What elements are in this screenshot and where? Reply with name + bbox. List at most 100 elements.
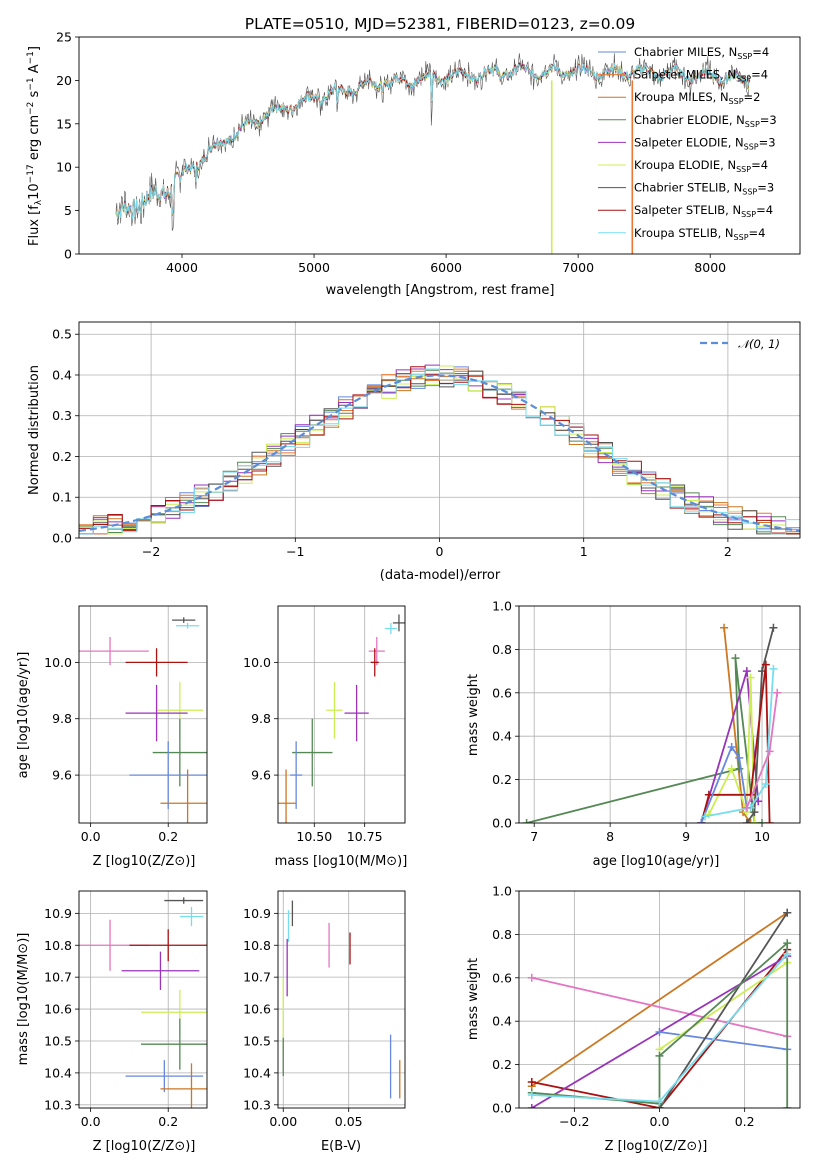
weight_vs_age-marker bbox=[761, 660, 770, 669]
weight_vs_age-axes: 7 8 9 10 0.0 0.2 0.4 0.6 0.8 1.0 bbox=[492, 599, 801, 844]
residuals-xtick-label: −1 bbox=[286, 544, 304, 559]
weight_vs_Z-line-pink bbox=[531, 976, 788, 1038]
weight_vs_age-ytick-label: 1.0 bbox=[492, 599, 512, 614]
weight_vs_age-marker bbox=[765, 747, 774, 756]
mass_vs_EBV-ytick-label: 10.4 bbox=[243, 1065, 271, 1080]
residuals-xtick-label: 0 bbox=[436, 544, 444, 559]
spectrum-ytick-label: 5 bbox=[64, 203, 72, 218]
weight_vs_Z-ytick-label: 0.2 bbox=[492, 1057, 512, 1072]
weight_vs_age-marker bbox=[769, 664, 778, 673]
mass_vs_EBV-ytick-label: 10.8 bbox=[243, 938, 271, 953]
weight_vs_Z-axes: −0.2 0.0 0.2 0.0 0.2 0.4 0.6 0.8 1.0 bbox=[492, 884, 801, 1129]
weight_vs_Z-marker bbox=[527, 1090, 536, 1099]
spectrum-axes: 4000 5000 6000 7000 8000 0 5 10 15 20 25 Chabrier M… bbox=[56, 30, 801, 275]
weight_vs_age-marker bbox=[697, 819, 706, 823]
weight-vs-z-xlabel: Z [log10(Z/Z⊙)] bbox=[605, 1139, 708, 1154]
residuals-xtick-label: 2 bbox=[724, 544, 732, 559]
mass_vs_Z-plot-area bbox=[79, 891, 207, 1108]
weight-vs-age-ylabel: mass weight bbox=[466, 674, 481, 756]
spectrum-ytick-label: 20 bbox=[56, 73, 72, 88]
spectrum-legend-label: Chabrier MILES, NSSP=4 bbox=[634, 45, 769, 61]
weight_vs_age-ytick-label: 0.2 bbox=[492, 772, 512, 787]
weight-vs-z-ylabel: mass weight bbox=[466, 958, 481, 1040]
spectrum-legend-label: Salpeter STELIB, NSSP=4 bbox=[634, 203, 773, 219]
age-vs-mass-xlabel: mass [log10(M/M⊙)] bbox=[275, 854, 408, 869]
mass_vs_Z-ytick-label: 10.9 bbox=[44, 906, 72, 921]
weight_vs_Z-marker bbox=[527, 1104, 536, 1108]
weight_vs_Z-ytick-label: 0.8 bbox=[492, 927, 512, 942]
age_vs_Z-ytick-label: 9.6 bbox=[52, 768, 72, 783]
age_vs_mass-plot-area bbox=[278, 606, 405, 823]
residuals-axes: −2 −1 0 1 2 0.0 0.1 0.2 0.3 0.4 0.5 𝒩(0, 1) bbox=[52, 321, 801, 559]
weight_vs_age-marker bbox=[750, 808, 759, 817]
spectrum-xtick-label: 6000 bbox=[430, 260, 462, 275]
age_vs_mass-ytick-label: 9.8 bbox=[251, 711, 271, 726]
weight_vs_Z-marker bbox=[527, 1077, 536, 1086]
residuals-xtick-label: −2 bbox=[142, 544, 160, 559]
mass-vs-z-ylabel: mass [log10(M/M⊙)] bbox=[16, 933, 31, 1066]
age_vs_Z-frame bbox=[78, 605, 208, 824]
age_vs_Z-ytick-label: 9.8 bbox=[52, 711, 72, 726]
mass_vs_Z-ytick-label: 10.7 bbox=[44, 970, 72, 985]
age_vs_Z-plot-area bbox=[79, 606, 207, 823]
spectrum-title: PLATE=0510, MJD=52381, FIBERID=0123, z=0… bbox=[245, 15, 635, 33]
residuals-plot-area bbox=[79, 322, 800, 538]
weight_vs_Z-xtick-label: −0.2 bbox=[559, 1114, 589, 1129]
weight_vs_age-marker bbox=[746, 819, 755, 823]
mass_vs_EBV-ytick-label: 10.7 bbox=[243, 970, 271, 985]
weight_vs_Z-ytick-label: 1.0 bbox=[492, 884, 512, 899]
age_vs_Z-xtick-label: 0.0 bbox=[81, 829, 101, 844]
weight_vs_age-ytick-label: 0.8 bbox=[492, 642, 512, 657]
weight_vs_age-ytick-label: 0.4 bbox=[492, 729, 512, 744]
spectrum-legend-label: Kroupa MILES, NSSP=2 bbox=[634, 90, 760, 106]
weight_vs_age-frame bbox=[518, 605, 801, 824]
mass_vs_EBV-ytick-label: 10.9 bbox=[243, 906, 271, 921]
weight_vs_age-xtick-label: 8 bbox=[606, 829, 614, 844]
spectrum-ytick-label: 0 bbox=[64, 247, 72, 262]
weight_vs_Z-xtick-label: 0.0 bbox=[650, 1114, 670, 1129]
mass_vs_Z-ytick-label: 10.3 bbox=[44, 1097, 72, 1112]
mass-vs-ebv-xlabel: E(B-V) bbox=[321, 1139, 361, 1154]
spectrum-line-chabrier_stelib bbox=[115, 53, 751, 231]
residuals-ylabel: Normed distribution bbox=[27, 365, 42, 495]
mass_vs_EBV-xtick-label: 0.05 bbox=[335, 1114, 363, 1129]
age-vs-z-xlabel: Z [log10(Z/Z⊙)] bbox=[93, 854, 196, 869]
weight_vs_Z-marker bbox=[655, 1097, 664, 1106]
spectrum-frame bbox=[78, 36, 801, 255]
spectrum-ytick-label: 15 bbox=[56, 116, 72, 131]
weight_vs_age-marker bbox=[742, 667, 751, 676]
weight_vs_Z-line-chabrier_miles bbox=[659, 1031, 788, 1051]
mass_vs_EBV-axes: 0.00 0.05 10.3 10.4 10.5 10.6 10.7 10.8 10.9 bbox=[243, 890, 406, 1129]
mass_vs_EBV-xtick-label: 0.00 bbox=[269, 1114, 297, 1129]
spectrum-ylabel: Flux [fλ10−17 erg cm−2 s−1 A−1] bbox=[26, 46, 44, 246]
weight_vs_age-marker bbox=[769, 623, 778, 632]
residuals-ytick-label: 0.2 bbox=[52, 449, 72, 464]
weight_vs_Z-line-chabrier_stelib bbox=[658, 912, 788, 1108]
residuals-frame bbox=[78, 321, 801, 539]
residuals-ytick-label: 0.1 bbox=[52, 490, 72, 505]
weight_vs_age-marker bbox=[758, 819, 767, 823]
weight_vs_age-xtick-label: 10 bbox=[754, 829, 770, 844]
mass_vs_Z-ytick-label: 10.6 bbox=[44, 1002, 72, 1017]
spectrum-xtick-label: 4000 bbox=[166, 260, 198, 275]
mass_vs_Z-xtick-label: 0.2 bbox=[158, 1114, 178, 1129]
mass-vs-z-xlabel: Z [log10(Z/Z⊙)] bbox=[93, 1139, 196, 1154]
spectrum-xlabel: wavelength [Angstrom, rest frame] bbox=[326, 283, 555, 298]
weight_vs_age-marker bbox=[731, 654, 740, 663]
spectrum-ytick-label: 10 bbox=[56, 160, 72, 175]
weight_vs_Z-marker bbox=[783, 908, 792, 917]
spectrum-legend-label: Kroupa ELODIE, NSSP=4 bbox=[634, 158, 768, 174]
spectrum-xtick-label: 5000 bbox=[298, 260, 330, 275]
weight_vs_Z-marker bbox=[783, 939, 792, 948]
normal-curve bbox=[79, 374, 800, 532]
age_vs_mass-xtick-label: 10.50 bbox=[296, 829, 332, 844]
residuals-xlabel: (data-model)/error bbox=[380, 568, 501, 583]
mass_vs_EBV-ytick-label: 10.5 bbox=[243, 1033, 271, 1048]
age_vs_Z-axes: 0.0 0.2 9.6 9.8 10.0 bbox=[44, 605, 208, 844]
weight_vs_age-marker bbox=[522, 819, 531, 823]
spectrum-xtick-label: 8000 bbox=[694, 260, 726, 275]
weight_vs_Z-plot-area bbox=[519, 891, 800, 1108]
mass_vs_EBV-frame bbox=[277, 890, 406, 1109]
weight_vs_Z-ytick-label: 0.6 bbox=[492, 970, 512, 985]
residual-legend-label: 𝒩(0, 1) bbox=[738, 337, 780, 351]
